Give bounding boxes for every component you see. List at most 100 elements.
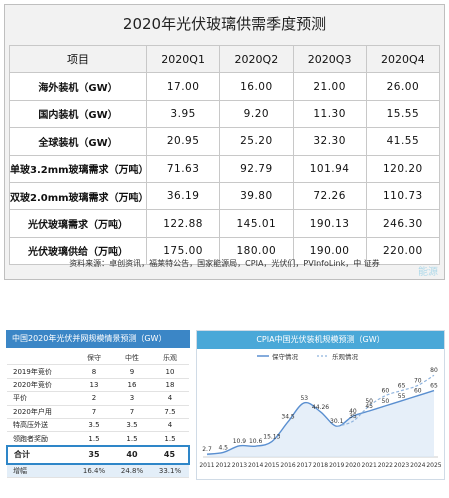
total-row: 合计 35 40 45 [6, 444, 190, 465]
data-label-conservative: 53 [300, 395, 308, 402]
cell-value: 71.63 [145, 154, 221, 183]
cell-value: 11.30 [292, 99, 367, 129]
col-header [7, 352, 75, 366]
x-tick-label: 2019 [329, 462, 344, 469]
data-label-conservative: 2.7 [202, 446, 212, 453]
cell-value: 18 [151, 378, 189, 393]
supply-demand-title: 2020年光伏玻璃供需季度预测 [122, 15, 327, 33]
cell-value: 25.20 [219, 127, 294, 156]
row-label: 单玻3.2mm玻璃需求（万吨） [9, 154, 147, 183]
cell-value: 41.55 [365, 127, 441, 156]
cell-value: 120.20 [365, 154, 441, 183]
cell-value: 180.00 [219, 236, 294, 266]
x-tick-label: 2023 [394, 462, 409, 469]
row-label: 光伏玻璃供给（万吨） [9, 236, 147, 266]
source-note: 资料来源：卓创资讯，福莱特公告，国家能源局，CPIA，光伏们，PVInfoLin… [69, 259, 380, 268]
table-row: 特高压外送 3.5 3.5 4 [7, 418, 189, 433]
table-row: 2020年户用 7 7 7.5 [7, 405, 189, 419]
cell-value: 190.13 [292, 209, 367, 238]
row-label: 光伏玻璃需求（万吨） [9, 209, 147, 238]
data-label-conservative: 15.13 [263, 434, 280, 441]
scenario-header-row: 保守 中性 乐观 [7, 352, 189, 366]
cell-value: 246.30 [365, 209, 441, 238]
col-header: 中性 [113, 352, 151, 366]
data-label-conservative: 45 [365, 403, 373, 410]
x-tick-label: 2018 [313, 462, 328, 469]
cell-value: 16 [113, 378, 151, 393]
cpia-line-chart: 保守情况 乐观情况 2011 2012 2013 2014 2015 2016 2017 2018… [199, 352, 441, 469]
x-tick-label: 2012 [216, 462, 231, 469]
scenario-table-title: 中国2020年光伏并网规模情景预测（GW） [6, 330, 190, 348]
cell-value: 190.00 [292, 236, 367, 266]
col-header: 2020Q2 [219, 44, 294, 74]
increase-row: 增幅 16.4% 24.8% 33.1% [7, 463, 189, 479]
watermark: 能源 [418, 267, 438, 278]
col-header: 乐观 [151, 352, 189, 366]
x-tick-label: 2017 [297, 462, 312, 469]
cell-value: 145.01 [219, 209, 294, 238]
row-label: 领跑者奖励 [7, 431, 75, 447]
cell-value: 32.30 [292, 127, 367, 156]
legend-label-conservative: 保守情况 [272, 352, 299, 361]
data-label-conservative: 65 [430, 383, 438, 390]
scenario-table: 保守 中性 乐观 2019年竞价 8 9 10 2020年竞价 13 16 18… [6, 352, 190, 479]
row-label: 平价 [7, 391, 75, 406]
cell-value: 20.95 [145, 127, 221, 156]
x-tick-label: 2016 [280, 462, 295, 469]
chart-title: CPIA中国光伏装机规模预测（GW） [197, 331, 444, 349]
cell-value: 9 [113, 364, 151, 379]
table-row: 单玻3.2mm玻璃需求（万吨） 71.63 92.79 101.94 120.2… [9, 154, 441, 183]
series-line-optimistic [336, 374, 435, 427]
table-row: 双玻2.0mm玻璃需求（万吨） 36.19 39.80 72.26 110.73 [9, 181, 441, 211]
cpia-chart-panel: CPIA中国光伏装机规模预测（GW） 保守情况 乐观情况 2011 2012 2013 2… [196, 330, 445, 480]
cell-value: 7 [75, 405, 113, 419]
col-header: 2020Q4 [365, 44, 441, 74]
table-row: 光伏玻璃供给（万吨） 175.00 180.00 190.00 220.00 [9, 236, 441, 266]
cell-value: 72.26 [292, 181, 367, 211]
x-tick-label: 2011 [199, 462, 214, 469]
row-label: 2019年竞价 [7, 364, 75, 379]
table-row: 国内装机（GW） 3.95 9.20 11.30 15.55 [9, 99, 441, 129]
cell-value: 36.19 [145, 181, 221, 211]
table-row: 2020年竞价 13 16 18 [7, 378, 189, 393]
scenario-table-panel: 中国2020年光伏并网规模情景预测（GW） 保守 中性 乐观 2019年竞价 8… [6, 330, 190, 480]
cell-value: 3 [113, 391, 151, 406]
cell-value: 101.94 [292, 154, 367, 183]
data-label-conservative: 30.1 [330, 418, 344, 425]
cell-value: 92.79 [219, 154, 294, 183]
x-tick-label: 2024 [410, 462, 425, 469]
cell-value: 7.5 [151, 405, 189, 419]
data-label-optimistic: 35 [349, 413, 357, 420]
cell-value: 21.00 [292, 72, 367, 101]
legend-label-optimistic: 乐观情况 [332, 352, 359, 361]
row-label: 双玻2.0mm玻璃需求（万吨） [9, 181, 147, 211]
data-label-optimistic: 80 [430, 367, 438, 374]
cell-value: 26.00 [365, 72, 441, 101]
cell-value: 15.55 [365, 99, 441, 129]
x-tick-label: 2021 [362, 462, 377, 469]
series-area-conservative [207, 390, 434, 457]
cell-value: 17.00 [145, 72, 221, 101]
cell-value: 3.95 [145, 99, 221, 129]
cell-value: 8 [75, 364, 113, 379]
col-header: 项目 [9, 44, 147, 74]
data-label-conservative: 34.5 [281, 414, 295, 421]
data-label-conservative: 44.26 [312, 404, 329, 411]
cell-value: 40 [113, 444, 151, 465]
cell-value: 1.5 [151, 431, 189, 447]
table-row: 领跑者奖励 1.5 1.5 1.5 [7, 431, 189, 447]
supply-demand-panel: 2020年光伏玻璃供需季度预测 项目 2020Q1 2020Q2 2020Q3 … [4, 4, 445, 280]
table-row: 平价 2 3 4 [7, 391, 189, 406]
row-label: 特高压外送 [7, 418, 75, 433]
data-label-conservative: 10.9 [233, 438, 247, 445]
data-label-optimistic: 65 [398, 383, 406, 390]
row-label: 全球装机（GW） [9, 127, 147, 156]
cell-value: 33.1% [151, 463, 189, 479]
x-tick-label: 2022 [378, 462, 393, 469]
table-row: 海外装机（GW） 17.00 16.00 21.00 26.00 [9, 72, 441, 101]
row-label: 合计 [6, 444, 75, 465]
cell-value: 45 [151, 444, 190, 465]
row-label: 国内装机（GW） [9, 99, 147, 129]
cell-value: 1.5 [113, 431, 151, 447]
cell-value: 13 [75, 378, 113, 393]
